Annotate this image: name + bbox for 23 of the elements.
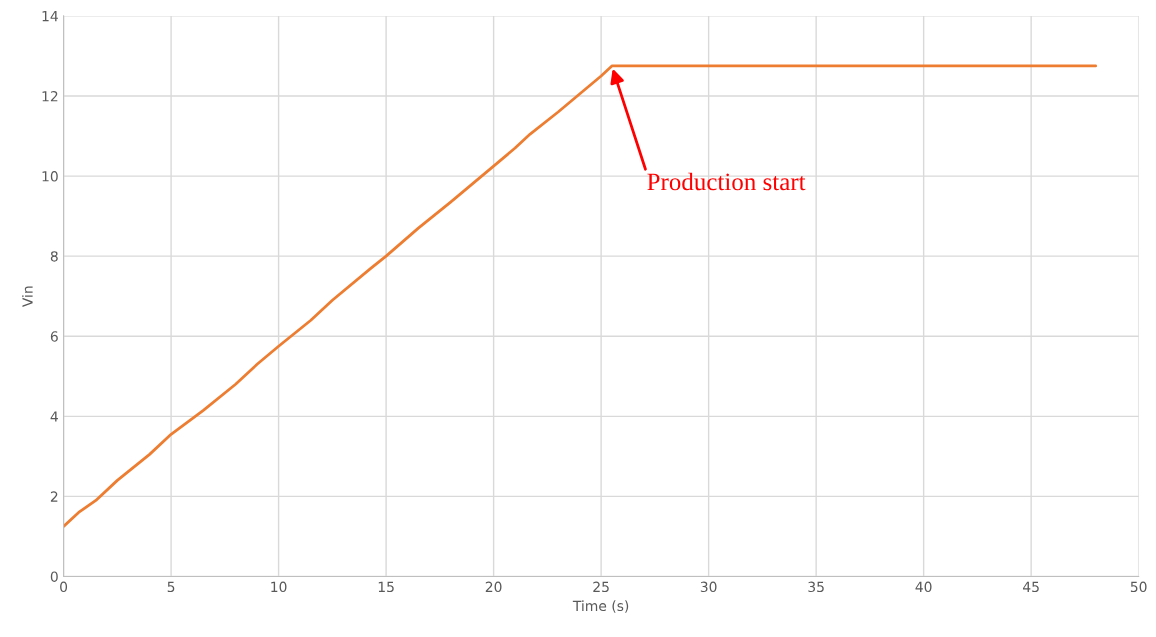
x-tick-label: 5 — [167, 581, 175, 593]
y-tick-label: 12 — [42, 90, 58, 102]
x-tick-label: 30 — [700, 581, 717, 593]
line-series — [63, 64, 1098, 528]
x-tick-label: 45 — [1022, 581, 1039, 593]
x-axis-title: Time (s) — [572, 600, 629, 613]
annotation: Production start — [647, 172, 806, 191]
x-tick-label: 0 — [60, 581, 68, 593]
y-tick-label: 0 — [50, 571, 58, 582]
x-tick-label: 20 — [485, 581, 502, 593]
x-tick-label: 40 — [915, 581, 932, 593]
y-tick-label: 8 — [50, 251, 58, 262]
x-tick-label: 50 — [1130, 581, 1147, 593]
x-tick-label: 35 — [808, 581, 824, 593]
x-tick-label: 10 — [271, 581, 287, 593]
x-tick-label: 15 — [378, 581, 394, 593]
y-tick-label: 10 — [42, 171, 58, 182]
y-tick-label: 14 — [42, 11, 58, 22]
x-tick-label: 25 — [593, 581, 609, 593]
y-tick-label: 4 — [50, 411, 58, 422]
y-axis-title: Vin — [22, 286, 33, 308]
y-tick-label: 6 — [50, 331, 58, 342]
y-tick-label: 2 — [50, 491, 58, 502]
